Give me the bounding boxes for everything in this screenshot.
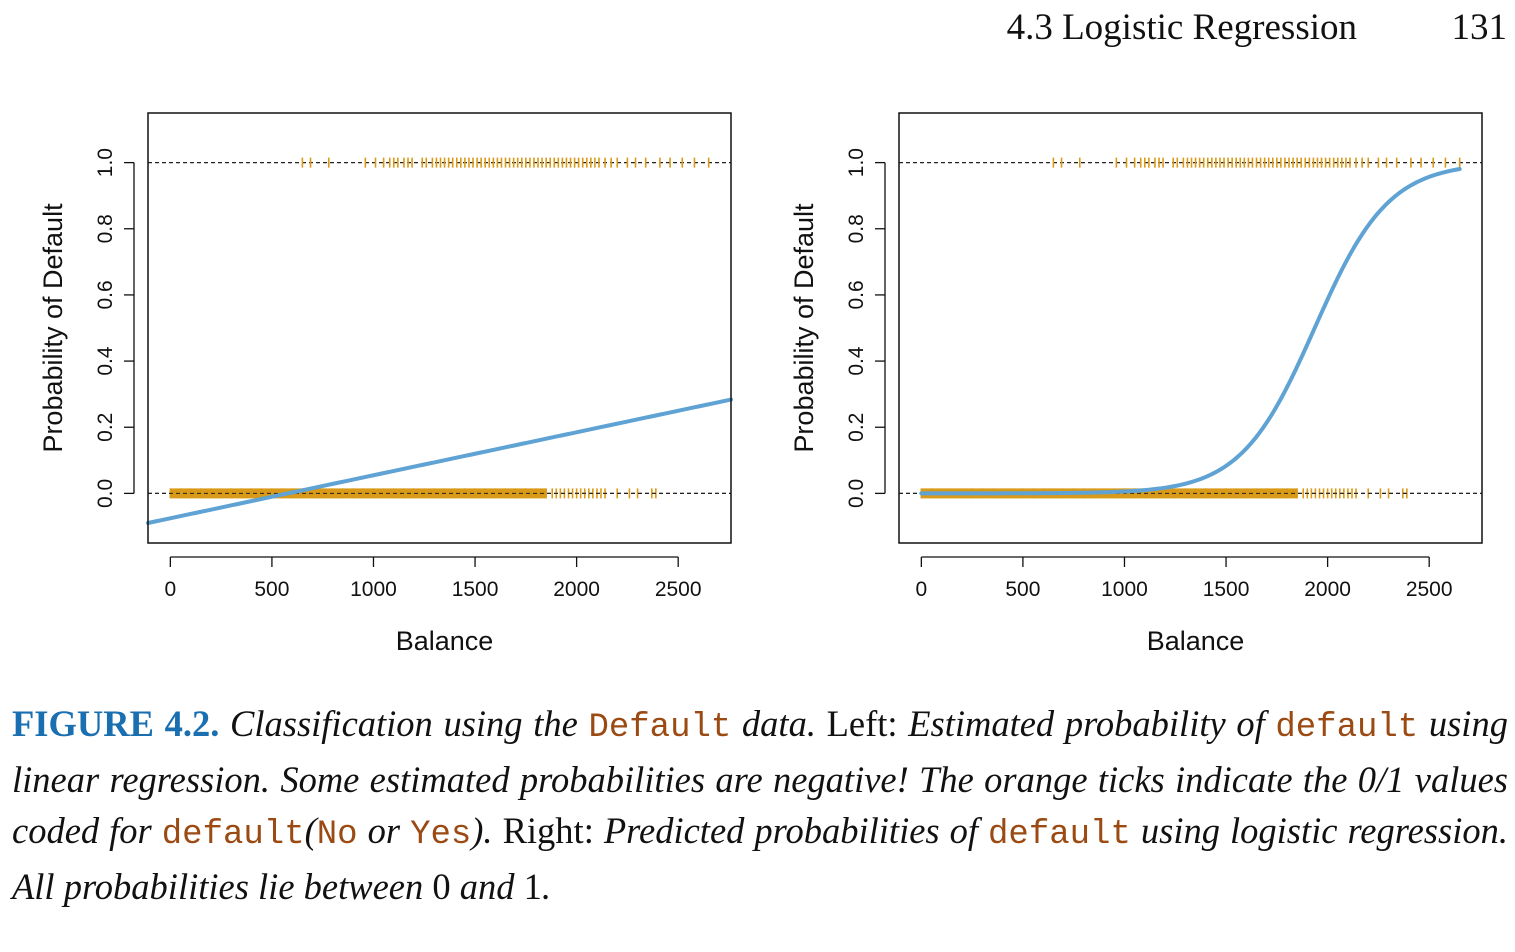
y-tick-label: 1.0 [94, 148, 117, 177]
caption-text: Classification using the [219, 703, 589, 744]
x-tick-label: 2500 [655, 578, 702, 601]
left-panel-linear: 0 500 1000 1500 2000 2500 Balance 0.0 0.2 0.4 0.6 0… [38, 112, 733, 656]
x-tick-label: 1500 [1203, 578, 1250, 601]
fit-line [146, 397, 733, 525]
caption-text: 1 [523, 866, 542, 907]
caption-text: Right: [492, 810, 604, 851]
x-tick-label: 0 [916, 578, 928, 601]
x-tick-label: 500 [1005, 578, 1040, 601]
caption-text: ( [304, 810, 317, 851]
figure-caption: FIGURE 4.2. Classification using the Def… [12, 698, 1508, 912]
x-axis-label: Balance [1147, 626, 1245, 656]
y-tick-label: 0.2 [845, 413, 868, 442]
caption-text: Left: [815, 703, 909, 744]
caption-text: 0 [432, 866, 451, 907]
figure-label: FIGURE 4.2. [12, 703, 220, 744]
caption-text: . [541, 866, 551, 907]
caption-text: data. [731, 703, 816, 744]
y-axis-label: Probability of Default [38, 203, 68, 453]
y-tick-label: 0.8 [94, 214, 117, 243]
x-tick-label: 2000 [553, 578, 600, 601]
fit-line [919, 167, 1462, 496]
figure-svg: 0 500 1000 1500 2000 2500 Balance 0.0 0.2 0.4 0.6 0… [38, 112, 1483, 656]
code-default: default [1275, 709, 1419, 747]
caption-text: ). [471, 810, 493, 851]
plot-frame [147, 112, 732, 544]
y-tick-label: 0.2 [94, 413, 117, 442]
running-head: 4.3 Logistic Regression 131 [0, 4, 1515, 54]
code-no: No [316, 816, 358, 854]
y-axis-label: Probability of Default [789, 203, 819, 453]
figure: 0 500 1000 1500 2000 2500 Balance 0.0 0.2 0.4 0.6 0… [0, 80, 1515, 675]
x-tick-label: 500 [254, 578, 289, 601]
caption-text: or [357, 810, 411, 851]
section-title: 4.3 Logistic Regression [1006, 7, 1357, 48]
y-tick-label: 0.0 [94, 479, 117, 508]
y-tick-label: 1.0 [845, 148, 868, 177]
plot-frame [898, 112, 1483, 544]
y-tick-label: 0.4 [94, 346, 117, 376]
code-default-dataset: Default [588, 709, 732, 747]
rug-ticks [169, 157, 710, 499]
x-tick-label: 1000 [350, 578, 397, 601]
page-number: 131 [1451, 7, 1508, 48]
rug-ticks [920, 157, 1461, 499]
caption-text: using linear regression. Some estimated … [12, 703, 1508, 851]
x-tick-label: 1000 [1101, 578, 1148, 601]
code-yes: Yes [410, 816, 472, 854]
y-tick-label: 0.8 [845, 214, 868, 243]
x-tick-label: 2000 [1304, 578, 1351, 601]
y-tick-label: 0.6 [94, 280, 117, 309]
caption-text: Estimated probability of [908, 703, 1276, 744]
x-tick-label: 2500 [1406, 578, 1453, 601]
caption-text: and [450, 866, 524, 907]
code-default: default [161, 816, 305, 854]
x-tick-label: 0 [165, 578, 177, 601]
y-tick-label: 0.0 [845, 479, 868, 508]
y-tick-label: 0.6 [845, 280, 868, 309]
caption-text: using logistic regression. All probabili… [12, 810, 1508, 907]
x-tick-label: 1500 [452, 578, 499, 601]
caption-text: Predicted probabilities of [603, 810, 989, 851]
x-axis-label: Balance [396, 626, 494, 656]
right-panel-logistic: 0 500 1000 1500 2000 2500 Balance 0.0 0.2 0.4 0.6 0… [789, 112, 1483, 656]
y-tick-label: 0.4 [845, 346, 868, 376]
code-default: default [988, 816, 1131, 854]
